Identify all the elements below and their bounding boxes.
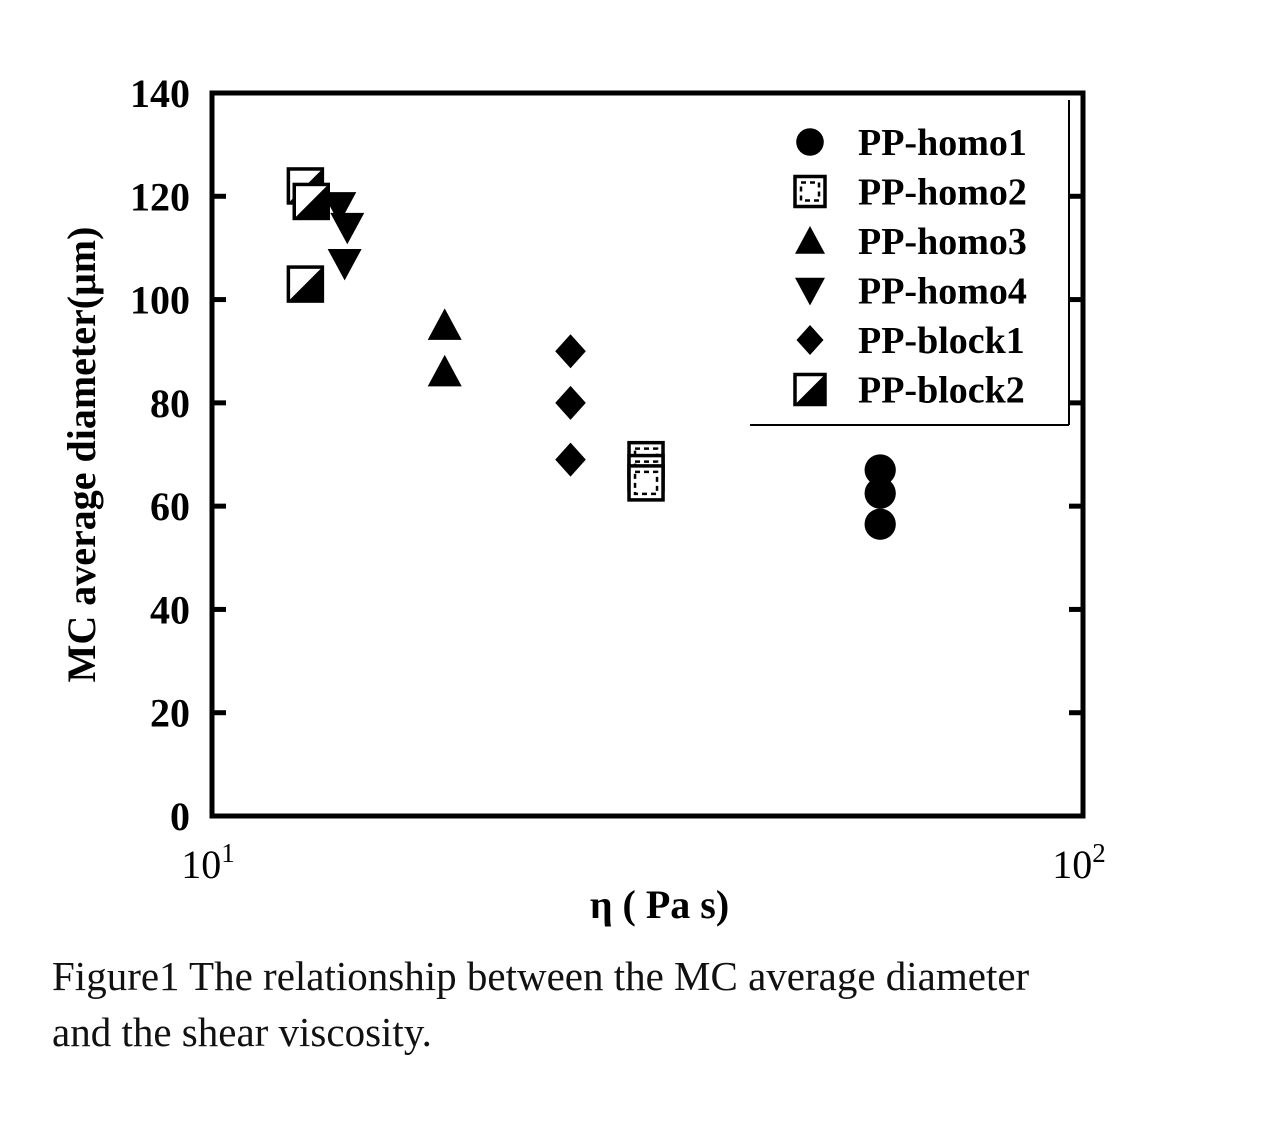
marker-shape	[427, 354, 462, 387]
legend-background	[750, 100, 1069, 425]
legend-label: PP-homo2	[858, 172, 1027, 214]
marker-shape	[427, 308, 462, 340]
y-tick-label: 60	[150, 484, 190, 529]
marker-shape	[795, 226, 825, 254]
marker-shape	[864, 454, 896, 486]
legend-marker	[795, 226, 825, 254]
point-pp-homo3	[427, 308, 462, 340]
y-tick-label: 20	[150, 691, 190, 736]
y-tick-label: 40	[150, 587, 190, 632]
marker-inner	[799, 181, 821, 202]
legend-marker	[793, 174, 827, 209]
point-pp-block2	[286, 265, 325, 303]
y-tick-label: 80	[150, 381, 190, 426]
legend-marker	[793, 372, 827, 407]
marker-shape	[555, 442, 586, 477]
point-pp-homo1	[864, 454, 896, 486]
point-pp-homo1	[864, 477, 896, 509]
marker-shape	[327, 248, 362, 281]
marker-shape	[864, 508, 896, 540]
x-tick-label: 102	[1052, 838, 1106, 887]
chart: 0 20 40 60 80 100 120 140 101 102 η ( Pa s) MC aver…	[59, 71, 1106, 927]
legend-label: PP-homo1	[858, 122, 1027, 164]
point-pp-homo2	[627, 464, 665, 502]
marker-shape	[796, 128, 824, 156]
point-pp-homo4	[322, 192, 357, 224]
marker-shape	[796, 325, 824, 355]
marker-fill	[288, 267, 323, 302]
legend-marker	[795, 277, 825, 306]
plot-frame	[209, 90, 1086, 819]
point-pp-block1	[555, 334, 586, 369]
legend-label: PP-block2	[858, 370, 1025, 412]
legend-marker	[796, 128, 824, 156]
x-axis-label: η ( Pa s)	[590, 882, 729, 927]
marker-shape	[864, 477, 896, 509]
legend-label: PP-homo4	[858, 271, 1027, 313]
marker-shape	[322, 192, 357, 224]
caption-line-1: Figure1 The relationship between the MC …	[52, 953, 1030, 999]
marker-inner	[633, 470, 659, 496]
point-pp-block1	[555, 385, 586, 420]
marker-shape	[330, 212, 365, 245]
marker-fill	[795, 374, 825, 405]
point-pp-homo3	[427, 354, 462, 387]
marker-fill	[294, 184, 329, 219]
marker-shape	[555, 385, 586, 420]
legend-label: PP-block1	[858, 320, 1025, 362]
point-pp-block2	[292, 182, 330, 221]
point-pp-homo4	[330, 212, 365, 245]
y-tick-label: 140	[130, 71, 190, 116]
point-pp-homo4	[327, 248, 362, 281]
y-tick-label: 0	[170, 794, 190, 839]
point-pp-block1	[555, 442, 586, 477]
marker-shape	[795, 277, 825, 306]
y-axis-label: MC average diameter(μm)	[59, 227, 104, 683]
y-tick-label: 120	[130, 174, 190, 219]
marker-shape	[555, 334, 586, 369]
caption-line-2: and the shear viscosity.	[52, 1009, 432, 1055]
x-tick-label: 101	[181, 838, 235, 887]
figure-caption: Figure1 The relationship between the MC …	[52, 948, 1252, 1060]
legend-marker	[796, 325, 824, 355]
y-tick-label: 100	[130, 278, 190, 323]
marker-shape	[793, 174, 827, 209]
point-pp-homo1	[864, 508, 896, 540]
legend-label: PP-homo3	[858, 221, 1027, 263]
